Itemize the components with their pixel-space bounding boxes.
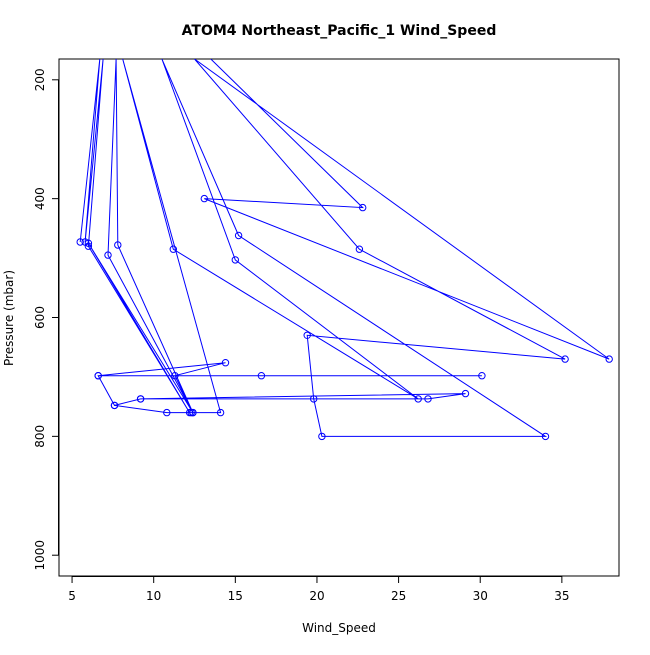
data-point	[355, 245, 364, 253]
data-point	[114, 241, 122, 249]
data-series-layer	[76, 59, 613, 441]
data-point	[478, 372, 486, 380]
data-point	[221, 359, 230, 367]
x-axis: 5 10 15 20 25 30 35	[68, 576, 569, 603]
data-point	[94, 372, 102, 380]
data-point	[187, 408, 195, 417]
data-point	[414, 395, 422, 403]
data-point	[318, 432, 326, 441]
data-point	[216, 408, 225, 417]
y-tick-label: 600	[33, 306, 47, 329]
data-point	[231, 256, 240, 264]
y-tick-label: 400	[33, 187, 47, 210]
data-point	[110, 401, 119, 410]
y-axis-label: Pressure (mbar)	[2, 270, 16, 366]
x-axis-label: Wind_Speed	[302, 621, 376, 635]
data-point	[76, 238, 84, 246]
x-tick-label: 10	[146, 589, 161, 603]
x-tick-label: 30	[473, 589, 488, 603]
series-line	[79, 59, 610, 437]
x-tick-label: 25	[391, 589, 406, 603]
data-point	[541, 432, 550, 441]
data-point	[461, 389, 470, 398]
data-point	[257, 372, 266, 380]
data-point	[200, 194, 209, 203]
y-axis: 200 400 600 800 1000	[33, 68, 59, 570]
y-tick-label: 1000	[33, 540, 47, 571]
data-point	[163, 408, 171, 417]
data-point	[561, 355, 569, 363]
data-point	[424, 395, 432, 403]
data-point	[303, 331, 311, 339]
chart-title: ATOM4 Northeast_Pacific_1 Wind_Speed	[182, 23, 497, 39]
x-tick-label: 5	[68, 589, 76, 603]
data-point	[169, 245, 178, 253]
data-point	[310, 395, 318, 403]
data-point	[234, 231, 243, 240]
data-point	[104, 251, 112, 259]
data-point	[84, 242, 93, 250]
x-tick-label: 20	[309, 589, 324, 603]
x-tick-label: 35	[554, 589, 569, 603]
x-tick-label: 15	[228, 589, 243, 603]
data-point	[171, 372, 179, 380]
y-tick-label: 800	[33, 425, 47, 448]
data-point	[605, 355, 613, 363]
data-point	[359, 203, 367, 212]
y-tick-label: 200	[33, 68, 47, 91]
data-point	[84, 239, 93, 247]
data-point	[136, 395, 145, 403]
